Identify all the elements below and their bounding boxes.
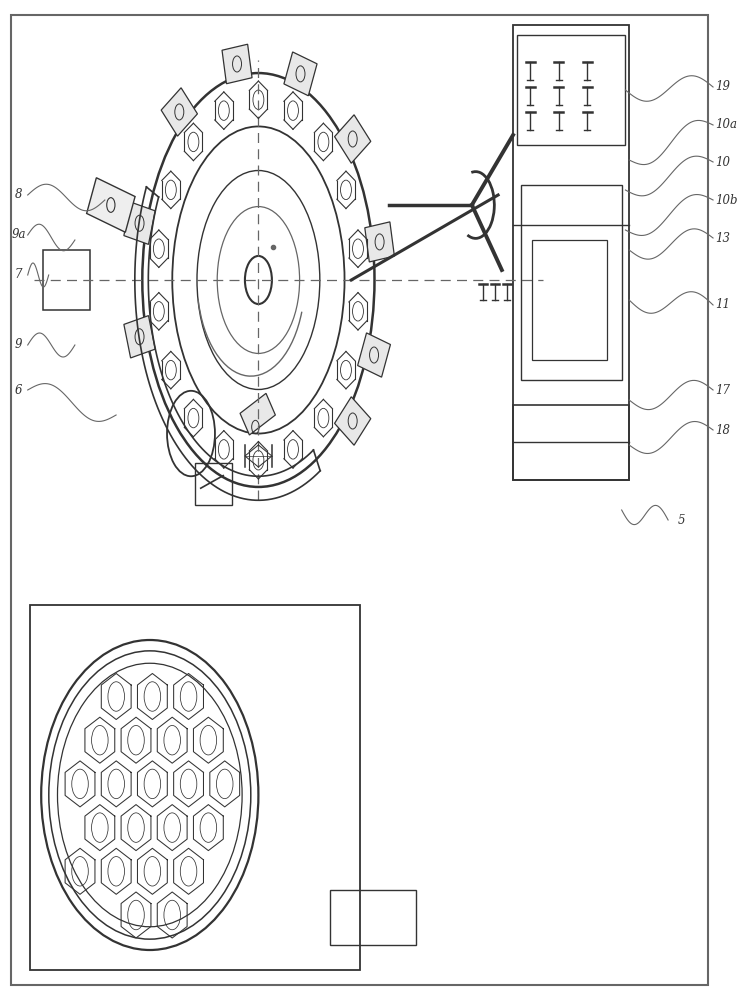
Bar xyxy=(365,222,395,262)
Text: 9a: 9a xyxy=(11,229,26,241)
Bar xyxy=(517,35,625,145)
Text: 5: 5 xyxy=(678,514,685,526)
Bar xyxy=(532,240,607,360)
Bar xyxy=(335,397,371,445)
Bar xyxy=(195,463,232,505)
Bar xyxy=(43,250,90,310)
Bar xyxy=(521,185,622,380)
Text: 10b: 10b xyxy=(715,194,738,207)
Bar xyxy=(513,405,629,480)
Text: 17: 17 xyxy=(715,383,730,396)
Text: 11: 11 xyxy=(715,298,730,312)
Bar xyxy=(222,44,252,84)
Bar xyxy=(284,52,317,96)
Text: 18: 18 xyxy=(715,424,730,436)
Bar xyxy=(240,393,276,435)
Bar xyxy=(335,115,371,163)
Bar xyxy=(161,88,198,136)
Bar xyxy=(330,890,416,945)
Text: 19: 19 xyxy=(715,81,730,94)
Text: 6: 6 xyxy=(15,383,22,396)
Text: 13: 13 xyxy=(715,232,730,244)
Bar xyxy=(124,316,155,358)
Bar xyxy=(30,605,360,970)
Bar xyxy=(124,202,155,244)
Text: 7: 7 xyxy=(15,268,22,282)
Text: 9: 9 xyxy=(15,338,22,352)
Text: 10: 10 xyxy=(715,155,730,168)
Bar xyxy=(87,178,135,232)
Text: 8: 8 xyxy=(15,188,22,202)
Bar xyxy=(357,333,390,377)
Text: 10a: 10a xyxy=(715,118,737,131)
Bar xyxy=(513,25,629,480)
